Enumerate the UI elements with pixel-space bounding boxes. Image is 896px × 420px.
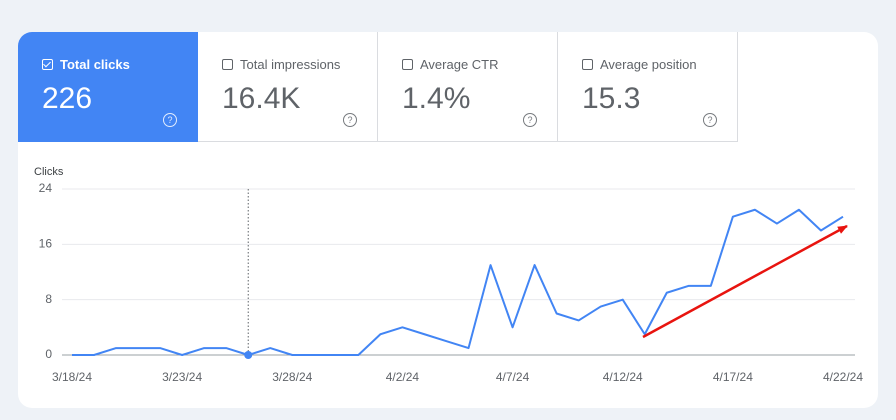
x-tick-label: 4/22/24 — [823, 370, 863, 384]
x-tick-label: 3/18/24 — [52, 370, 92, 384]
tile-value: 1.4% — [402, 82, 471, 115]
tile-label: Total impressions — [222, 57, 340, 72]
x-tick-label: 4/2/24 — [386, 370, 420, 384]
y-axis-label: Clicks — [34, 166, 64, 178]
x-tick-label: 4/12/24 — [603, 370, 643, 384]
x-tick-label: 4/17/24 — [713, 370, 753, 384]
y-tick-label: 16 — [39, 237, 53, 251]
y-tick-label: 24 — [39, 181, 53, 195]
y-tick-label: 0 — [45, 347, 52, 361]
tile-value: 226 — [42, 82, 93, 115]
clicks-line — [72, 208, 844, 356]
tile-label-text: Total clicks — [60, 57, 130, 72]
metric-tiles: Total clicks 226 ? Total impressions 16.4… — [18, 32, 738, 142]
x-tick-label: 4/7/24 — [496, 370, 530, 384]
x-tick-label: 3/23/24 — [162, 370, 202, 384]
help-icon[interactable]: ? — [163, 113, 177, 127]
x-tick-label: 3/28/24 — [272, 370, 312, 384]
tile-label-text: Average position — [600, 57, 697, 72]
tile-value: 15.3 — [582, 82, 641, 115]
checkbox[interactable] — [582, 59, 593, 70]
hover-point — [244, 351, 253, 359]
checkbox[interactable] — [42, 59, 53, 70]
tile-label-text: Total impressions — [240, 57, 341, 72]
help-icon[interactable]: ? — [343, 113, 357, 127]
metric-tile[interactable]: Average position 15.3 ? — [558, 32, 738, 142]
tile-label: Average CTR — [402, 57, 499, 72]
tile-label: Total clicks — [42, 57, 130, 72]
performance-card: Total clicks 226 ? Total impressions 16.4… — [18, 32, 878, 408]
tile-label: Average position — [582, 57, 697, 72]
annotation-arrow — [642, 224, 848, 339]
metric-tile[interactable]: Average CTR 1.4% ? — [378, 32, 558, 142]
help-icon[interactable]: ? — [523, 113, 537, 127]
checkbox[interactable] — [222, 59, 233, 70]
tile-value: 16.4K — [222, 82, 301, 115]
tile-label-text: Average CTR — [420, 57, 499, 72]
y-tick-label: 8 — [45, 292, 52, 306]
metric-tile[interactable]: Total clicks 226 ? — [18, 32, 198, 142]
help-icon[interactable]: ? — [703, 113, 717, 127]
metric-tile[interactable]: Total impressions 16.4K ? — [198, 32, 378, 142]
checkbox[interactable] — [402, 59, 413, 70]
